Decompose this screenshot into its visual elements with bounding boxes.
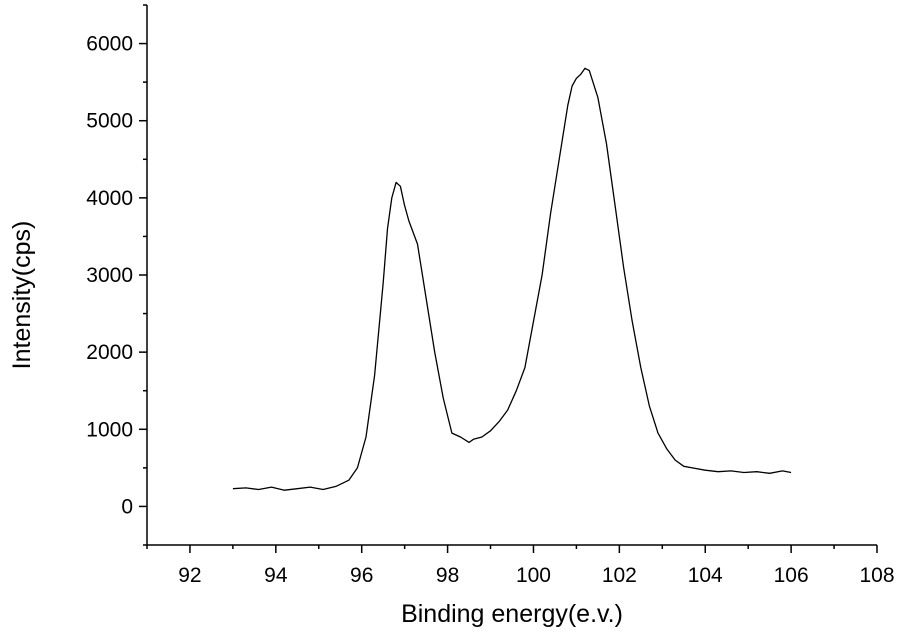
x-tick-label: 104 xyxy=(688,564,723,587)
y-tick-label: 6000 xyxy=(86,33,133,56)
x-tick-labels: 92 94 96 98 100 102 104 106 108 xyxy=(178,564,894,587)
x-tick-label: 94 xyxy=(264,564,288,587)
x-tick-label: 98 xyxy=(436,564,459,587)
data-series xyxy=(232,67,792,491)
y-tick-label: 2000 xyxy=(86,341,133,364)
x-tick-label: 106 xyxy=(774,564,809,587)
y-tick-label: 5000 xyxy=(86,110,133,133)
y-axis-title: Intensity(cps) xyxy=(8,221,36,370)
y-tick-label: 3000 xyxy=(86,264,133,287)
axes xyxy=(146,5,877,546)
y-tick-label: 1000 xyxy=(86,418,133,441)
x-tick-label: 108 xyxy=(859,564,894,587)
x-tick-label: 96 xyxy=(350,564,373,587)
y-tick-labels: 0 1000 2000 3000 4000 5000 6000 xyxy=(86,33,133,519)
spectrum-line xyxy=(232,67,792,491)
x-tick-label: 102 xyxy=(602,564,637,587)
x-tick-label: 100 xyxy=(516,564,551,587)
axis-ticks xyxy=(139,4,878,553)
x-tick-label: 92 xyxy=(178,564,201,587)
x-axis-title: Binding energy(e.v.) xyxy=(401,600,623,628)
y-tick-label: 0 xyxy=(121,495,133,518)
y-tick-label: 4000 xyxy=(86,187,133,210)
